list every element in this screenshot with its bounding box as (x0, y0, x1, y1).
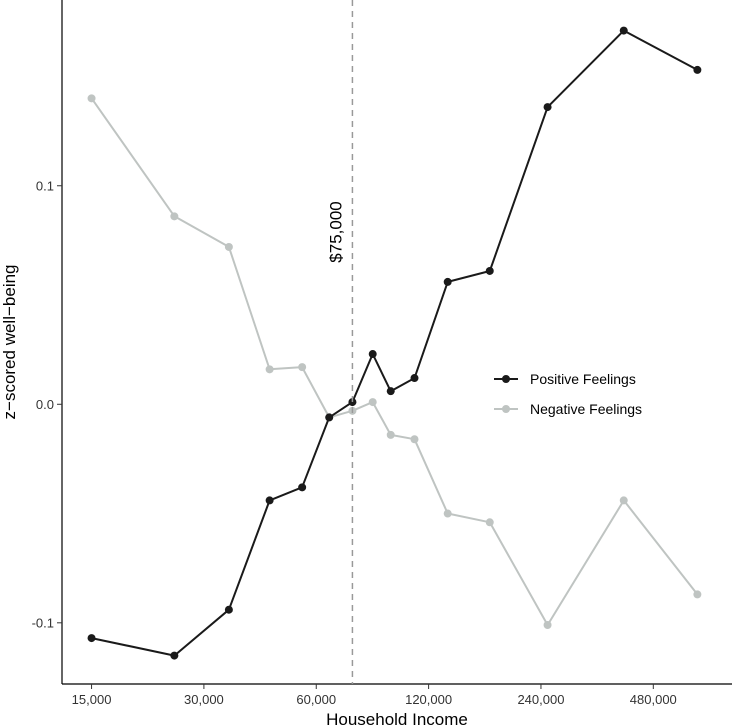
data-point-negative-feelings (224, 242, 233, 251)
legend-marker-positive-feelings (502, 375, 510, 383)
data-point-negative-feelings (543, 620, 552, 629)
data-point-positive-feelings (386, 387, 395, 396)
data-point-positive-feelings (87, 634, 96, 643)
x-axis-title: Household Income (326, 710, 468, 728)
data-point-negative-feelings (386, 430, 395, 439)
axis-layer: 15,000 30,000 60,000 120,000 240,000 480,000 -… (32, 0, 732, 707)
x-tick-label: 120,000 (405, 692, 452, 707)
data-point-positive-feelings (368, 350, 377, 359)
x-tick-label: 240,000 (517, 692, 564, 707)
x-tick-label: 15,000 (72, 692, 112, 707)
legend-marker-negative-feelings (502, 405, 510, 413)
series-line-negative-feelings (90, 97, 699, 626)
data-point-negative-feelings (485, 518, 494, 527)
data-point-negative-feelings (443, 509, 452, 518)
y-tick-label: 0.0 (36, 397, 54, 412)
series-layer (87, 26, 702, 660)
data-point-positive-feelings (265, 496, 274, 505)
reference-line-label: $75,000 (326, 201, 345, 262)
data-point-positive-feelings (224, 605, 233, 614)
legend-label-negative-feelings: Negative Feelings (530, 401, 642, 417)
x-tick-label: 30,000 (184, 692, 224, 707)
data-point-positive-feelings (693, 65, 702, 74)
x-tick-label: 60,000 (296, 692, 336, 707)
data-point-positive-feelings (410, 374, 419, 383)
data-point-negative-feelings (298, 363, 307, 372)
y-axis-title: z−scored well−being (0, 265, 19, 420)
data-point-negative-feelings (170, 212, 179, 221)
data-point-positive-feelings (485, 266, 494, 275)
y-tick-label: 0.1 (36, 178, 54, 193)
data-point-negative-feelings (619, 496, 628, 505)
legend-label-positive-feelings: Positive Feelings (530, 371, 636, 387)
y-tick-label: -0.1 (32, 615, 54, 630)
data-point-positive-feelings (298, 483, 307, 492)
data-point-negative-feelings (693, 590, 702, 599)
data-point-negative-feelings (368, 398, 377, 407)
data-point-positive-feelings (325, 413, 334, 422)
legend: Positive Feelings Negative Feelings (494, 371, 642, 417)
data-point-negative-feelings (410, 435, 419, 444)
data-point-positive-feelings (619, 26, 628, 35)
x-tick-label: 480,000 (630, 692, 677, 707)
data-point-positive-feelings (348, 398, 357, 407)
data-point-negative-feelings (265, 365, 274, 374)
data-point-negative-feelings (87, 94, 96, 103)
data-point-positive-feelings (443, 277, 452, 286)
series-line-positive-feelings (91, 29, 698, 657)
data-point-positive-feelings (543, 103, 552, 112)
data-point-positive-feelings (170, 651, 179, 660)
